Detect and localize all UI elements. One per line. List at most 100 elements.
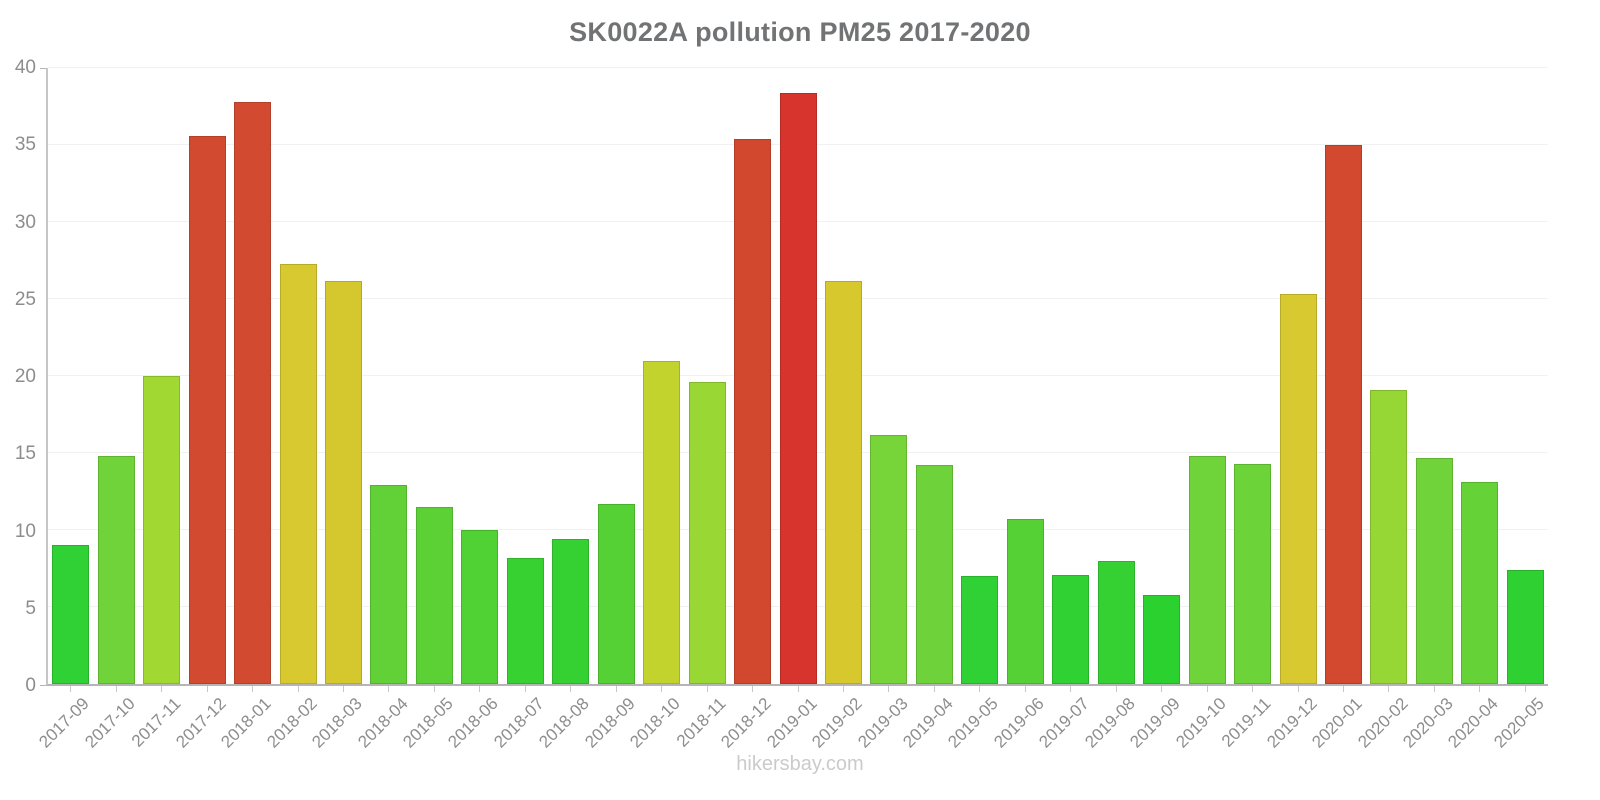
bar-2019-11	[1234, 463, 1272, 684]
bar-2018-11	[688, 382, 726, 684]
x-axis-label-2020-04: 2020-04	[1444, 694, 1503, 752]
x-axis-tick	[752, 686, 754, 692]
bar-2018-04	[370, 485, 408, 684]
x-axis-label-2019-03: 2019-03	[853, 694, 912, 752]
y-axis-label-30: 30	[14, 211, 36, 233]
x-axis-tick	[979, 686, 981, 692]
bar-2020-03	[1415, 457, 1453, 684]
bar-2020-04	[1461, 482, 1499, 684]
y-axis-label-15: 15	[14, 443, 36, 465]
y-axis-label-10: 10	[14, 520, 36, 542]
bar-2019-05	[961, 576, 999, 684]
y-axis-label-35: 35	[14, 134, 36, 156]
bar-2019-09	[1143, 594, 1181, 684]
x-axis-label-2018-07: 2018-07	[490, 694, 548, 752]
x-axis-label-2018-12: 2018-12	[717, 694, 775, 752]
x-axis-label-2018-06: 2018-06	[444, 694, 503, 752]
bar-2018-01	[234, 101, 272, 684]
x-axis-tick	[342, 686, 344, 692]
x-axis-label-2018-02: 2018-02	[262, 694, 321, 752]
x-axis-label-2018-04: 2018-04	[353, 694, 412, 752]
x-axis-tick	[1070, 686, 1072, 692]
bar-2018-05	[415, 506, 453, 684]
bar-2017-09	[52, 545, 90, 684]
bar-2018-03	[324, 280, 362, 684]
x-axis-tick	[570, 686, 572, 692]
x-axis-tick	[479, 686, 481, 692]
bar-2020-01	[1324, 145, 1362, 684]
x-axis-tick	[115, 686, 117, 692]
bar-2017-11	[143, 376, 181, 684]
x-axis-label-2019-10: 2019-10	[1171, 694, 1230, 752]
y-axis-outer-tick	[40, 68, 47, 69]
bar-2018-06	[461, 530, 499, 684]
x-axis-tick	[797, 686, 799, 692]
bar-2019-10	[1188, 456, 1226, 684]
x-axis-label-2017-10: 2017-10	[81, 694, 139, 752]
x-axis-label-2020-05: 2020-05	[1490, 694, 1548, 752]
x-axis-tick	[1433, 686, 1435, 692]
bar-2019-02	[824, 280, 862, 684]
x-axis-label-2019-07: 2019-07	[1035, 694, 1094, 752]
x-axis-tick	[888, 686, 890, 692]
x-axis-tick	[1479, 686, 1481, 692]
gridline-40	[48, 67, 1548, 68]
x-axis-tick	[661, 686, 663, 692]
y-axis-label-0: 0	[25, 675, 36, 696]
x-axis-tick	[1115, 686, 1117, 692]
x-axis-tick	[252, 686, 254, 692]
x-axis-tick	[933, 686, 935, 692]
x-axis-tick	[1524, 686, 1526, 692]
x-axis-tick	[297, 686, 299, 692]
chart-title: SK0022A pollution PM25 2017-2020	[569, 17, 1031, 47]
x-axis-tick	[161, 686, 163, 692]
bar-2018-12	[734, 138, 772, 684]
x-axis-label-2018-08: 2018-08	[535, 694, 594, 752]
x-axis-label-2019-09: 2019-09	[1126, 694, 1185, 752]
bar-2018-07	[506, 557, 544, 684]
bar-2019-03	[870, 434, 908, 684]
x-axis-label-2018-01: 2018-01	[217, 694, 275, 752]
bar-2019-12	[1279, 294, 1317, 684]
y-axis-label-20: 20	[14, 366, 36, 387]
x-axis-tick	[206, 686, 208, 692]
x-axis-label-2019-12: 2019-12	[1262, 694, 1321, 752]
y-axis-label-25: 25	[14, 288, 36, 310]
x-axis-tick	[1297, 686, 1299, 692]
x-axis-label-2017-09: 2017-09	[35, 694, 94, 752]
bar-2019-06	[1006, 519, 1044, 684]
x-axis-label-2019-06: 2019-06	[990, 694, 1048, 752]
x-axis-label-2019-05: 2019-05	[944, 694, 1003, 752]
plot-area	[46, 67, 1548, 686]
y-axis-outer-tick	[40, 685, 47, 686]
y-axis-label-5: 5	[25, 597, 36, 619]
x-axis-tick	[1206, 686, 1208, 692]
x-axis-tick	[524, 686, 526, 692]
x-axis-label-2019-01: 2019-01	[762, 694, 821, 752]
bar-2019-01	[779, 92, 817, 684]
x-axis-tick	[842, 686, 844, 692]
x-axis-tick	[706, 686, 708, 692]
bar-2018-02	[279, 263, 317, 684]
x-axis-tick	[70, 686, 72, 692]
bar-2019-08	[1097, 560, 1135, 684]
bar-2017-10	[97, 456, 135, 684]
bar-2020-02	[1370, 389, 1408, 684]
bar-2019-07	[1052, 574, 1090, 684]
bar-2018-09	[597, 503, 635, 684]
x-axis-tick	[1342, 686, 1344, 692]
bar-2018-10	[643, 360, 681, 684]
bar-2018-08	[552, 539, 590, 684]
x-axis-tick	[1388, 686, 1390, 692]
bar-2019-04	[915, 465, 953, 684]
x-axis-tick	[1252, 686, 1254, 692]
x-axis-tick	[615, 686, 617, 692]
x-axis-tick	[1161, 686, 1163, 692]
x-axis-tick	[433, 686, 435, 692]
x-axis-label-2018-09: 2018-09	[581, 694, 639, 752]
x-axis-label-2018-10: 2018-10	[626, 694, 685, 752]
x-axis-tick	[1024, 686, 1026, 692]
x-axis-label-2019-08: 2019-08	[1081, 694, 1139, 752]
watermark: hikersbay.com	[736, 753, 864, 775]
